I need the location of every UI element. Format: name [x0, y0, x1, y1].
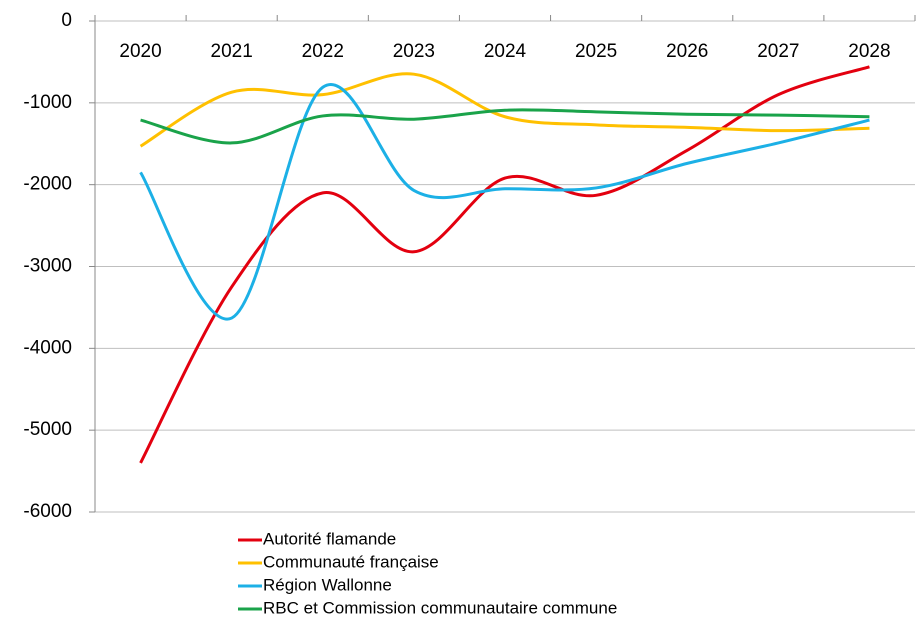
series-line — [140, 108, 870, 145]
y-tick-label: -5000 — [23, 419, 72, 440]
x-tick-label: 2025 — [575, 41, 617, 62]
y-tick-label: -6000 — [23, 501, 72, 522]
legend-label: RBC et Commission communautaire commune — [263, 598, 617, 617]
x-tick-label: 2021 — [211, 41, 253, 62]
x-tick-label: 2026 — [666, 41, 708, 62]
legend-label: Autorité flamande — [263, 529, 396, 548]
x-tick-label: 2027 — [757, 41, 799, 62]
series-line — [139, 72, 870, 148]
y-tick-label: -1000 — [23, 92, 72, 113]
x-tick-label: 2028 — [848, 41, 890, 62]
series-line — [139, 65, 870, 464]
x-tick-label: 2022 — [302, 41, 344, 62]
y-tick-label: -3000 — [23, 256, 72, 277]
x-tick-label: 2023 — [393, 41, 435, 62]
x-tick-label: 2024 — [484, 41, 527, 62]
legend-label: Région Wallonne — [263, 575, 392, 594]
y-tick-label: -2000 — [23, 174, 72, 195]
y-tick-label: 0 — [61, 10, 72, 31]
legend-label: Communauté française — [263, 552, 439, 571]
x-tick-label: 2020 — [119, 41, 161, 62]
series-line — [139, 83, 870, 321]
y-tick-label: -4000 — [23, 337, 72, 358]
